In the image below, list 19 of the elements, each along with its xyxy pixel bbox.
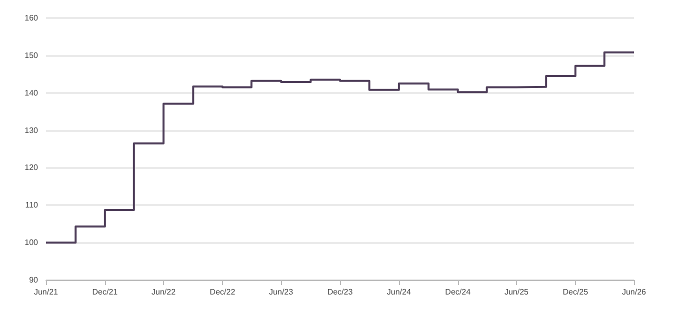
y-tick-label: 100 — [24, 238, 39, 248]
x-tick-label: Dec/22 — [210, 288, 236, 296]
y-tick-label: 130 — [24, 126, 39, 135]
y-tick-label: 150 — [24, 50, 39, 60]
y-tick-label: 160 — [24, 14, 39, 22]
x-tick-label: Jun/23 — [269, 288, 294, 296]
x-tick-label: Dec/23 — [327, 288, 354, 296]
x-tick-label: Jun/24 — [386, 288, 412, 296]
x-tick-label: Jun/21 — [34, 288, 59, 296]
x-tick-label: Dec/21 — [92, 288, 118, 296]
y-tick-label: 140 — [24, 88, 39, 98]
x-tick-label: Jun/22 — [152, 288, 176, 296]
y-tick-label: 120 — [24, 163, 39, 172]
x-tick-label: Jun/25 — [504, 288, 530, 296]
x-tick-label: Dec/25 — [562, 288, 589, 296]
x-tick-label: Dec/24 — [445, 288, 472, 296]
y-tick-label: 90 — [29, 276, 39, 284]
y-tick-label: 110 — [25, 200, 39, 210]
x-tick-label: Jun/26 — [622, 288, 647, 296]
